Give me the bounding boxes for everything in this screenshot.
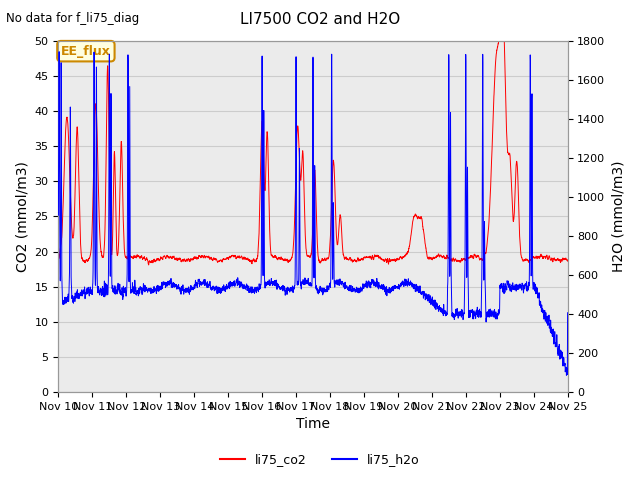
Line: li75_co2: li75_co2 bbox=[58, 41, 568, 265]
Text: No data for f_li75_diag: No data for f_li75_diag bbox=[6, 12, 140, 25]
Legend: li75_co2, li75_h2o: li75_co2, li75_h2o bbox=[215, 448, 425, 471]
li75_co2 bbox=[399, 255, 406, 261]
li75_h2o bbox=[564, 310, 572, 316]
li75_h2o bbox=[563, 372, 571, 377]
Y-axis label: H2O (mmol/m3): H2O (mmol/m3) bbox=[611, 161, 625, 272]
li75_co2 bbox=[145, 262, 152, 268]
li75_co2 bbox=[563, 257, 571, 263]
Text: LI7500 CO2 and H2O: LI7500 CO2 and H2O bbox=[240, 12, 400, 27]
li75_h2o bbox=[294, 282, 301, 288]
li75_co2 bbox=[427, 256, 435, 262]
li75_co2 bbox=[294, 123, 301, 129]
li75_co2 bbox=[564, 258, 572, 264]
li75_h2o bbox=[54, 212, 62, 218]
li75_co2 bbox=[456, 259, 463, 264]
li75_h2o bbox=[399, 279, 406, 285]
li75_h2o bbox=[563, 372, 570, 378]
Text: EE_flux: EE_flux bbox=[61, 45, 111, 58]
li75_h2o bbox=[146, 286, 154, 291]
Y-axis label: CO2 (mmol/m3): CO2 (mmol/m3) bbox=[15, 161, 29, 272]
li75_co2 bbox=[495, 38, 502, 44]
li75_h2o bbox=[55, 49, 63, 55]
li75_h2o bbox=[427, 301, 435, 307]
li75_co2 bbox=[54, 256, 62, 262]
Line: li75_h2o: li75_h2o bbox=[58, 52, 568, 375]
li75_h2o bbox=[456, 309, 463, 315]
X-axis label: Time: Time bbox=[296, 418, 330, 432]
li75_co2 bbox=[146, 259, 154, 264]
